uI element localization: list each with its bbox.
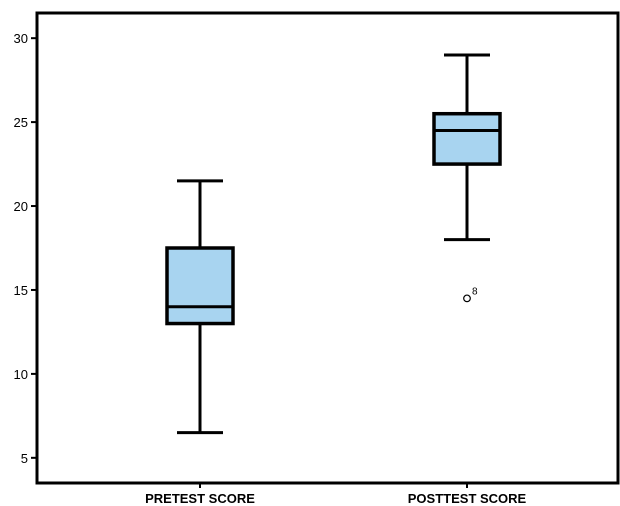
x-axis-labels: PRETEST SCORE POSTTEST SCORE: [145, 483, 527, 506]
x-category-label: PRETEST SCORE: [145, 491, 255, 506]
y-tick-label: 5: [21, 451, 28, 466]
outlier-label: 8: [472, 286, 478, 297]
iqr-box: [432, 111, 502, 166]
y-tick-label: 10: [14, 367, 28, 382]
outlier-point: [463, 294, 471, 303]
x-category-label: POSTTEST SCORE: [408, 491, 527, 506]
y-tick-label: 15: [14, 283, 28, 298]
iqr-box: [165, 246, 235, 326]
y-tick-label: 30: [14, 31, 28, 46]
box-pretest: [165, 179, 235, 435]
box-posttest: 8: [432, 53, 502, 303]
y-axis-ticks: 5 10 15 20 25 30: [14, 31, 37, 466]
y-tick-label: 20: [14, 199, 28, 214]
plot-frame: [35, 11, 620, 485]
boxes: 8: [165, 53, 502, 435]
axes: [35, 11, 620, 485]
y-tick-label: 25: [14, 115, 28, 130]
